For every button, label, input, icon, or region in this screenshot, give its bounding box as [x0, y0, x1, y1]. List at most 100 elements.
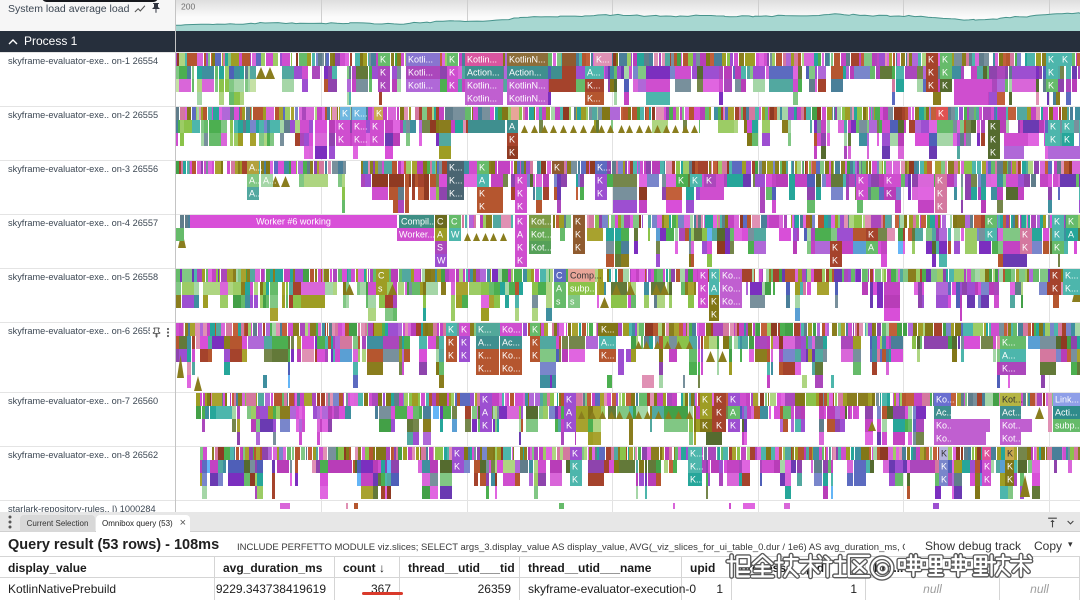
svg-text:K: K — [575, 230, 581, 240]
svg-text:K: K — [532, 325, 538, 335]
svg-text:Ko...: Ko... — [936, 395, 955, 405]
svg-text:C: C — [378, 271, 385, 281]
svg-text:Ko...: Ko... — [722, 271, 741, 281]
svg-text:K...: K... — [601, 325, 615, 335]
svg-text:K: K — [517, 217, 523, 227]
svg-text:s: s — [378, 284, 383, 294]
svg-text:A...: A... — [478, 338, 492, 348]
svg-text:K: K — [372, 122, 378, 132]
svg-text:K: K — [1048, 68, 1054, 78]
svg-text:200: 200 — [181, 2, 195, 12]
svg-text:K: K — [990, 135, 996, 145]
svg-text:Act...: Act... — [1002, 408, 1023, 418]
svg-text:A...: A... — [587, 68, 601, 78]
svg-text:K: K — [509, 135, 515, 145]
svg-text:A...: A... — [249, 163, 263, 173]
svg-text:K: K — [482, 395, 488, 405]
svg-text:K: K — [461, 338, 467, 348]
svg-text:K...: K... — [1002, 338, 1016, 348]
svg-text:C: C — [437, 217, 444, 227]
svg-text:A...: A... — [249, 176, 263, 186]
svg-text:K: K — [517, 202, 523, 212]
svg-text:K: K — [1022, 243, 1028, 253]
svg-text:K...: K... — [1002, 364, 1016, 374]
svg-text:K...: K... — [1065, 271, 1079, 281]
svg-text:Ko...: Ko... — [502, 364, 521, 374]
svg-text:K: K — [984, 475, 990, 485]
svg-text:K: K — [702, 408, 708, 418]
svg-text:Kotlin...: Kotlin... — [467, 55, 497, 65]
svg-text:K: K — [937, 176, 943, 186]
svg-text:K: K — [858, 176, 864, 186]
svg-text:A: A — [1068, 230, 1074, 240]
svg-text:K: K — [928, 55, 934, 65]
svg-text:K: K — [517, 189, 523, 199]
svg-text:K...: K... — [449, 163, 463, 173]
svg-text:A: A — [556, 284, 562, 294]
svg-text:K...: K... — [449, 176, 463, 186]
svg-text:K...: K... — [587, 81, 601, 91]
svg-text:K: K — [937, 189, 943, 199]
svg-text:K: K — [448, 325, 454, 335]
svg-text:K: K — [700, 284, 706, 294]
svg-text:Link...: Link... — [1055, 395, 1079, 405]
svg-text:s: s — [556, 297, 561, 307]
svg-text:subp...: subp... — [570, 284, 597, 294]
svg-text:Kotli...: Kotli... — [408, 55, 433, 65]
svg-text:K: K — [372, 135, 378, 145]
svg-text:Action...: Action... — [467, 68, 500, 78]
svg-text:Ko...: Ko... — [722, 297, 741, 307]
svg-text:K: K — [858, 189, 864, 199]
svg-text:K: K — [868, 230, 874, 240]
svg-text:Kot...: Kot... — [531, 243, 552, 253]
svg-text:K: K — [702, 421, 708, 431]
svg-text:A: A — [566, 408, 572, 418]
svg-text:K: K — [509, 148, 515, 158]
svg-text:K: K — [342, 109, 348, 119]
svg-text:K: K — [479, 189, 485, 199]
svg-text:K...: K... — [690, 462, 704, 472]
svg-text:Ac...: Ac... — [502, 338, 520, 348]
svg-text:K: K — [702, 395, 708, 405]
svg-text:K: K — [938, 109, 944, 119]
svg-text:K: K — [984, 462, 990, 472]
svg-text:Ko...: Ko... — [502, 325, 521, 335]
svg-text:C: C — [451, 217, 458, 227]
svg-text:K: K — [984, 449, 990, 459]
svg-text:K: K — [566, 421, 572, 431]
svg-text:K: K — [941, 449, 947, 459]
svg-text:K: K — [942, 68, 948, 78]
svg-text:A: A — [479, 176, 485, 186]
svg-text:K: K — [461, 325, 467, 335]
svg-text:K: K — [678, 176, 684, 186]
svg-text:K: K — [1048, 55, 1054, 65]
svg-text:K: K — [987, 217, 993, 227]
svg-text:K: K — [700, 271, 706, 281]
svg-text:K...: K... — [478, 325, 492, 335]
svg-text:Ko...: Ko... — [502, 351, 521, 361]
svg-text:K: K — [1054, 217, 1060, 227]
svg-text:A: A — [517, 230, 523, 240]
svg-text:Action...: Action... — [509, 68, 542, 78]
svg-text:K: K — [942, 81, 948, 91]
svg-text:K: K — [479, 163, 485, 173]
svg-text:K: K — [711, 271, 717, 281]
svg-text:Compil...: Compil... — [401, 217, 437, 227]
svg-text:K: K — [1007, 462, 1013, 472]
svg-text:K: K — [1068, 217, 1074, 227]
svg-text:Kotli...: Kotli... — [408, 81, 433, 91]
svg-text:K: K — [937, 202, 943, 212]
svg-text:K: K — [1054, 230, 1060, 240]
svg-text:A: A — [509, 122, 515, 132]
svg-text:Worker #6 working: Worker #6 working — [256, 217, 331, 227]
svg-text:K: K — [575, 243, 581, 253]
svg-text:A...: A... — [1002, 351, 1016, 361]
svg-text:K: K — [1050, 135, 1056, 145]
svg-text:K: K — [1007, 449, 1013, 459]
svg-text:K: K — [517, 256, 523, 266]
svg-text:K...: K... — [354, 135, 368, 145]
svg-text:K: K — [928, 81, 934, 91]
svg-text:K: K — [730, 395, 736, 405]
svg-text:K: K — [1052, 271, 1058, 281]
svg-text:K: K — [730, 421, 736, 431]
